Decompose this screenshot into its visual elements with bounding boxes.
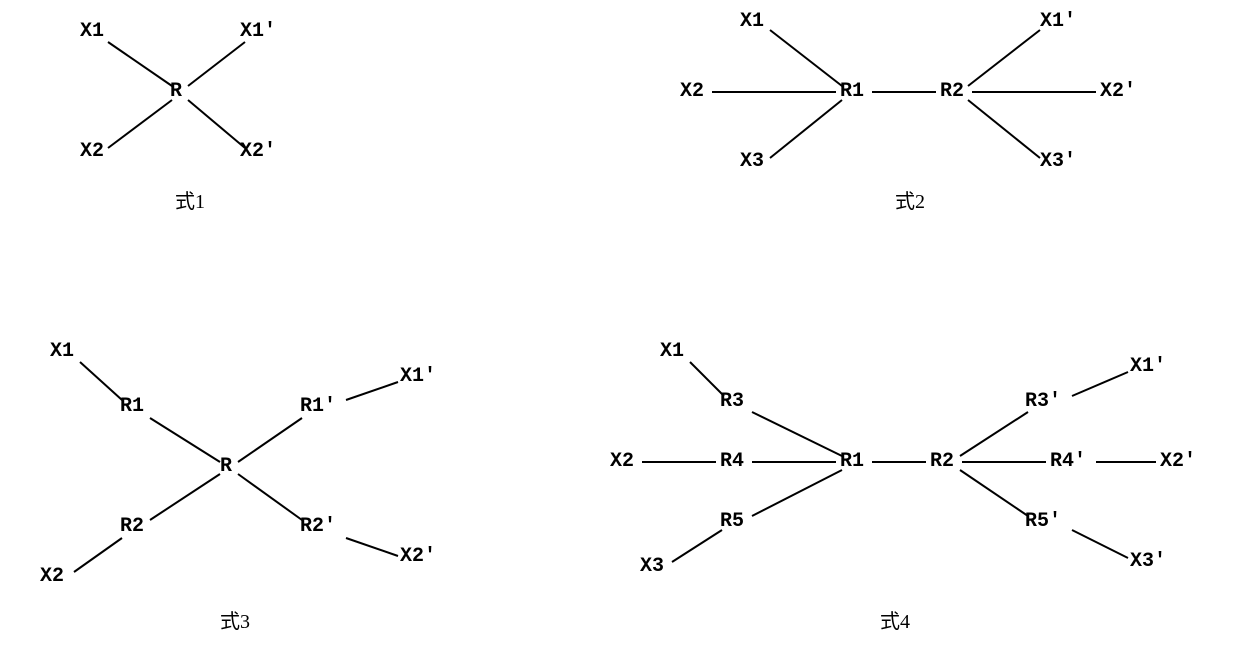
edge [960, 470, 1028, 516]
edge [188, 42, 245, 86]
edge [672, 530, 722, 562]
node-label: R1 [840, 450, 864, 473]
node-label: X3' [1040, 150, 1076, 173]
node-label: X1' [1040, 10, 1076, 33]
node-label: R3 [720, 390, 744, 413]
node-label: X3 [740, 150, 764, 173]
edge [690, 362, 724, 396]
node-label: R1' [300, 395, 336, 418]
edge [770, 30, 842, 86]
formula-f3: X1 R1 R R1' X1' R2 X2 R2' X2' 式3 [30, 340, 480, 640]
edge [960, 412, 1028, 456]
formula-caption: 式2 [895, 185, 925, 214]
edge [346, 382, 398, 400]
node-label: X1' [1130, 355, 1166, 378]
edge [770, 100, 842, 158]
node-label: X2' [240, 140, 276, 163]
edge [150, 474, 220, 520]
edge [968, 30, 1040, 86]
node-label: R [170, 80, 182, 103]
edge [752, 470, 842, 516]
formula-caption: 式3 [220, 605, 250, 634]
node-label: R [220, 455, 232, 478]
node-label: X2 [680, 80, 704, 103]
edge [346, 538, 398, 556]
formula-f4: X1 R3 X2 R4 R1 R2 R5 X3 R3' X1' R4' X2' R5' X3' 式4 [580, 340, 1230, 640]
edge [238, 474, 302, 520]
formula-caption: 式4 [880, 605, 910, 634]
node-label: R2 [120, 515, 144, 538]
node-label: X2' [400, 545, 436, 568]
node-label: R2' [300, 515, 336, 538]
node-label: X3 [640, 555, 664, 578]
formula-f2: X1X2X3R1R2X1'X2'X3'式2 [650, 10, 1200, 210]
formula-edges [580, 340, 1230, 640]
node-label: R4' [1050, 450, 1086, 473]
node-label: X2' [1160, 450, 1196, 473]
node-label: X1 [50, 340, 74, 363]
node-label: X1 [660, 340, 684, 363]
node-label: X3' [1130, 550, 1166, 573]
node-label: R5' [1025, 510, 1061, 533]
node-label: X1' [400, 365, 436, 388]
node-label: X2 [610, 450, 634, 473]
node-label: X1' [240, 20, 276, 43]
edge [74, 538, 122, 572]
edge [968, 100, 1040, 158]
edge [188, 100, 245, 148]
node-label: R1 [120, 395, 144, 418]
node-label: R2 [930, 450, 954, 473]
edge [1072, 372, 1128, 396]
node-label: R4 [720, 450, 744, 473]
edge [752, 412, 842, 456]
formula-f1: X1X1'RX2X2'式1 [40, 10, 340, 210]
edge [108, 100, 172, 148]
node-label: R5 [720, 510, 744, 533]
edge [238, 418, 302, 462]
node-label: R2 [940, 80, 964, 103]
formula-edges [650, 10, 1200, 210]
node-label: X2 [40, 565, 64, 588]
node-label: X1 [80, 20, 104, 43]
edge [150, 418, 220, 462]
edge [80, 362, 122, 400]
node-label: X2' [1100, 80, 1136, 103]
edge [108, 42, 172, 86]
node-label: X2 [80, 140, 104, 163]
edge [1072, 530, 1128, 558]
node-label: R3' [1025, 390, 1061, 413]
formula-caption: 式1 [175, 185, 205, 214]
node-label: R1 [840, 80, 864, 103]
node-label: X1 [740, 10, 764, 33]
